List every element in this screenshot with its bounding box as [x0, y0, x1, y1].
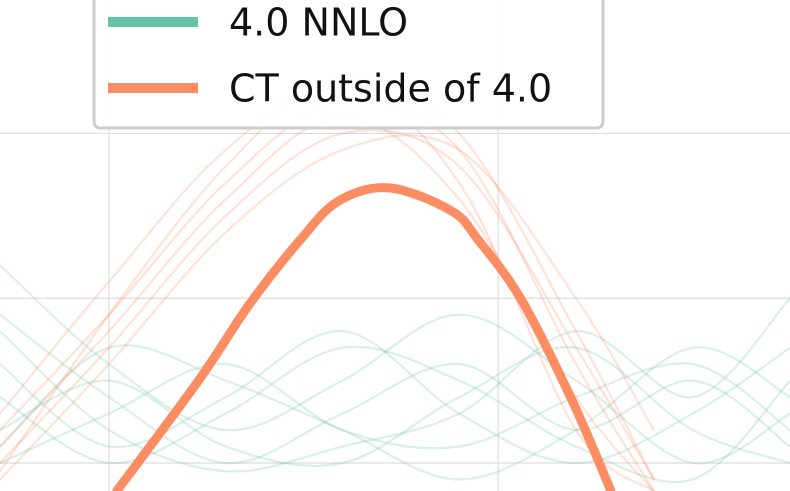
replica-line	[0, 346, 790, 467]
legend-label: CT outside of 4.0	[229, 67, 552, 111]
replica-line	[0, 134, 655, 481]
replica-line	[0, 345, 790, 484]
replica-line	[0, 82, 655, 491]
legend-label: 4.0 NNLO	[229, 1, 408, 45]
legend-box	[92, 0, 605, 130]
replica-line	[0, 313, 790, 465]
replica-line	[0, 362, 790, 465]
replica-line	[0, 264, 790, 465]
replica-line	[0, 297, 790, 473]
plot-area	[0, 73, 790, 491]
replica-line	[0, 129, 655, 481]
replica-line	[0, 330, 790, 465]
legend: 4.0 NNLO CT outside of 4.0	[92, 0, 605, 130]
replica-line	[0, 115, 655, 491]
replica-line	[0, 344, 790, 481]
mean-line	[112, 183, 616, 491]
